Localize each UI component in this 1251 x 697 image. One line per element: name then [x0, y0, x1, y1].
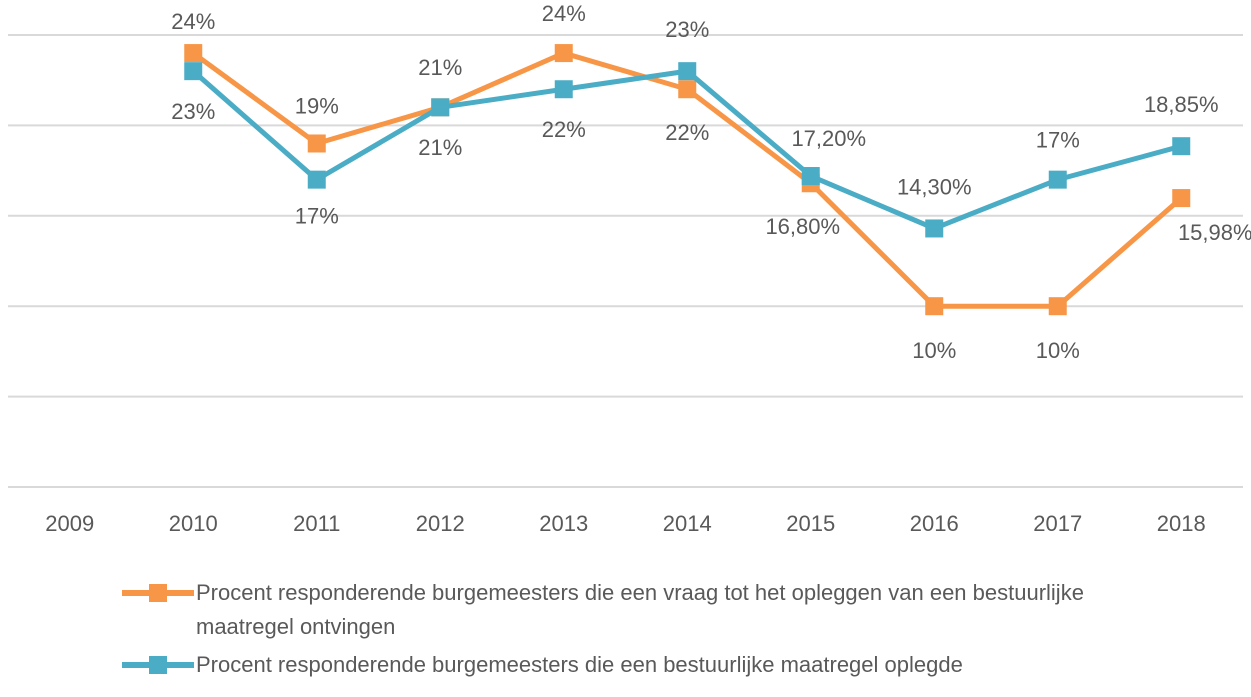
- marker: [307, 134, 326, 153]
- marker: [925, 219, 944, 238]
- data-label: 21%: [418, 55, 462, 80]
- marker: [1048, 170, 1067, 189]
- data-label: 10%: [1036, 338, 1080, 363]
- x-tick-label: 2018: [1157, 511, 1206, 536]
- data-label: 22%: [542, 117, 586, 142]
- legend-label: Procent responderende burgemeesters die …: [196, 580, 1084, 639]
- marker: [307, 170, 326, 189]
- data-label: 17%: [1036, 127, 1080, 152]
- legend-item: Procent responderende burgemeesters die …: [120, 648, 1180, 682]
- data-label: 19%: [295, 93, 339, 118]
- marker: [801, 167, 820, 186]
- marker: [1172, 137, 1191, 156]
- marker: [184, 62, 203, 81]
- data-label: 14,30%: [897, 174, 972, 199]
- data-label: 10%: [912, 338, 956, 363]
- marker: [554, 44, 573, 63]
- marker: [184, 44, 203, 63]
- data-label: 17%: [295, 203, 339, 228]
- data-label: 23%: [665, 17, 709, 42]
- marker: [554, 80, 573, 99]
- legend-item: Procent responderende burgemeesters die …: [120, 576, 1180, 644]
- legend-swatch: [122, 656, 194, 674]
- x-tick-label: 2011: [293, 511, 340, 536]
- x-tick-label: 2017: [1033, 511, 1082, 536]
- x-tick-label: 2012: [416, 511, 465, 536]
- data-label: 24%: [542, 1, 586, 26]
- data-label: 22%: [665, 120, 709, 145]
- legend-label: Procent responderende burgemeesters die …: [196, 652, 963, 677]
- marker: [678, 62, 697, 81]
- x-tick-label: 2015: [786, 511, 835, 536]
- data-label: 16,80%: [765, 214, 840, 239]
- data-label: 21%: [418, 135, 462, 160]
- x-tick-label: 2016: [910, 511, 959, 536]
- legend-swatch: [122, 584, 194, 602]
- marker: [678, 80, 697, 99]
- marker: [1048, 297, 1067, 316]
- data-label: 23%: [171, 99, 215, 124]
- marker: [431, 98, 450, 117]
- marker: [925, 297, 944, 316]
- x-tick-label: 2013: [539, 511, 588, 536]
- data-label: 15,98%: [1178, 220, 1251, 245]
- x-tick-label: 2009: [45, 511, 94, 536]
- data-label: 24%: [171, 9, 215, 34]
- x-tick-label: 2010: [169, 511, 218, 536]
- data-label: 18,85%: [1144, 92, 1219, 117]
- x-tick-label: 2014: [663, 511, 712, 536]
- data-label: 17,20%: [791, 126, 866, 151]
- marker: [1172, 189, 1191, 208]
- plot: 2009 2010 2011 2012 2013 2014 2015 2016 2017 2018…: [8, 1, 1251, 536]
